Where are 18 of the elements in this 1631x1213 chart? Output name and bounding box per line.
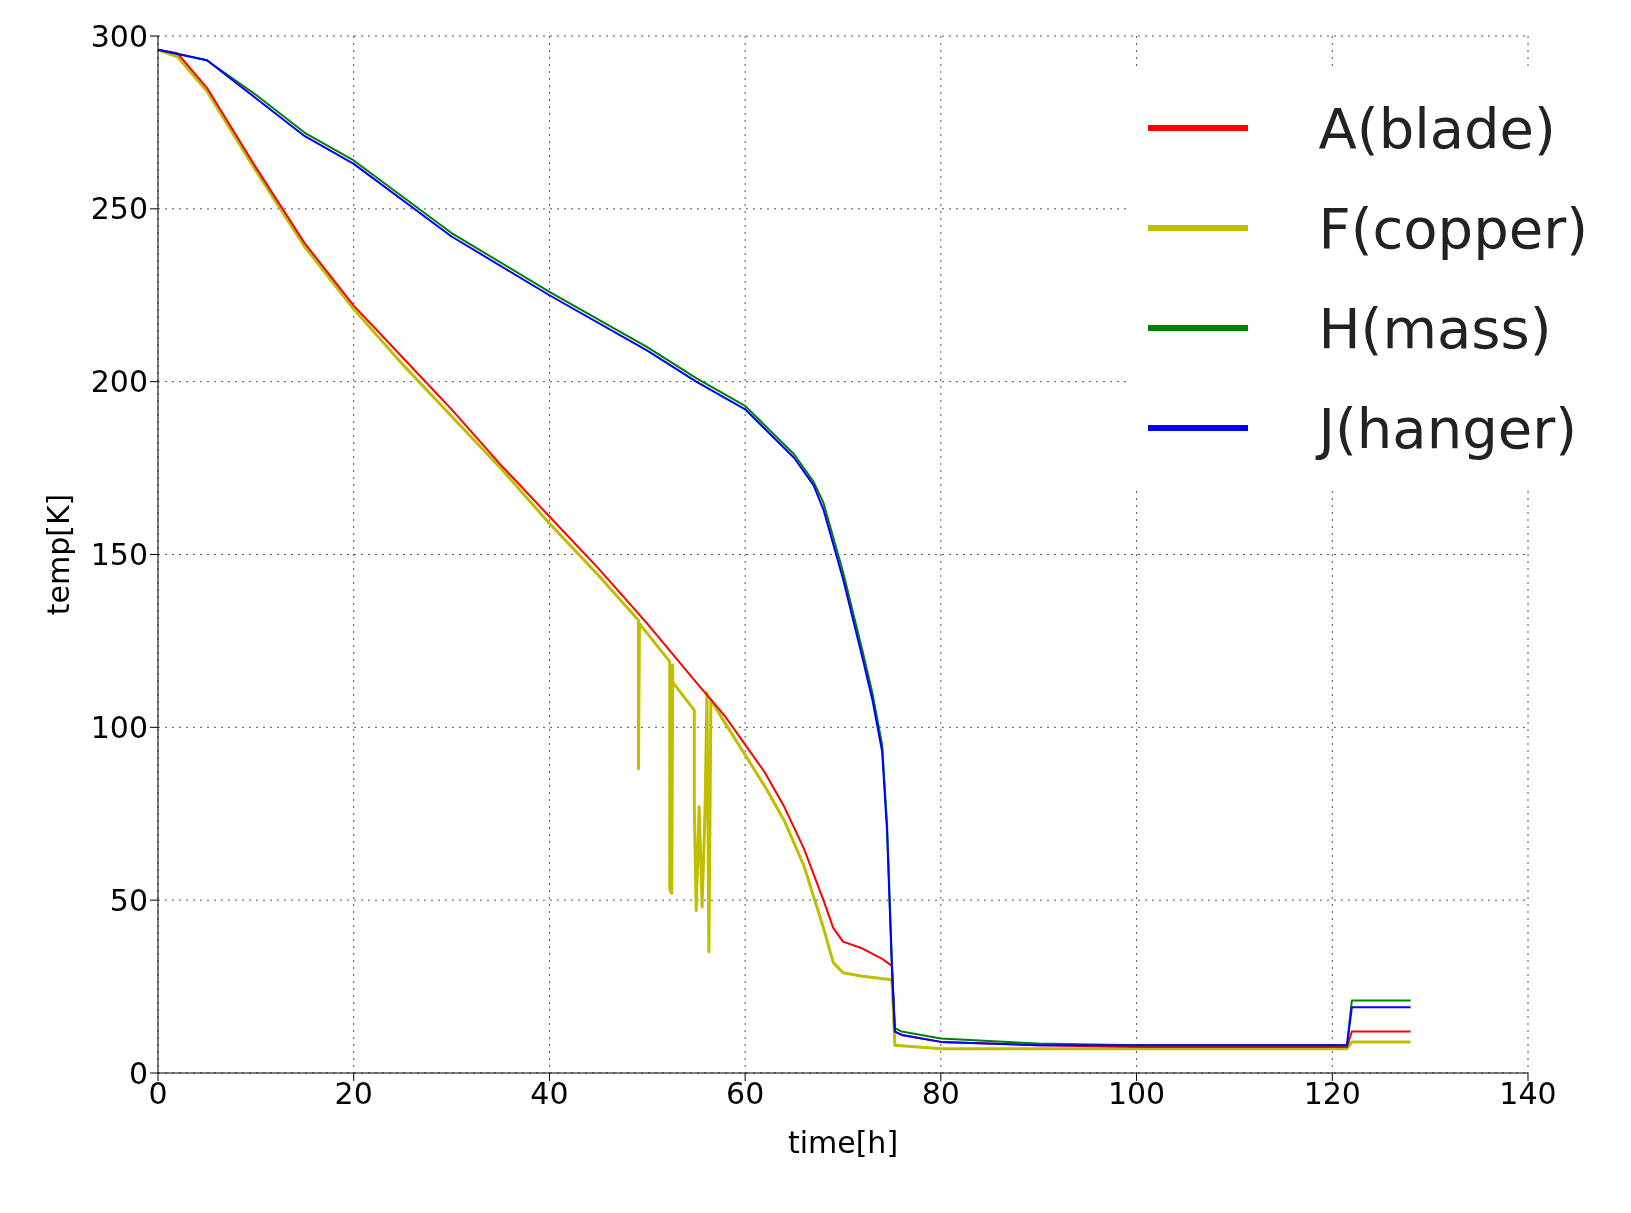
y-axis-title: temp[K] bbox=[40, 493, 76, 616]
x-tick-label: 80 bbox=[921, 1076, 960, 1112]
x-tick-label: 40 bbox=[530, 1076, 569, 1112]
y-tick-label: 150 bbox=[90, 537, 148, 573]
x-axis-title: time[h] bbox=[787, 1125, 899, 1160]
x-tick-label: 140 bbox=[1499, 1076, 1557, 1112]
x-tick-label: 120 bbox=[1303, 1076, 1361, 1112]
y-tick-label: 50 bbox=[109, 882, 148, 918]
y-tick-label: 250 bbox=[90, 191, 148, 227]
legend-label: H(mass) bbox=[1318, 295, 1552, 361]
y-tick-label: 100 bbox=[90, 709, 148, 745]
legend-label: F(copper) bbox=[1318, 195, 1588, 261]
y-tick-label: 200 bbox=[90, 364, 148, 400]
x-tick-label: 100 bbox=[1107, 1076, 1166, 1112]
x-tick-label: 60 bbox=[726, 1076, 765, 1112]
y-tick-label: 300 bbox=[90, 18, 148, 54]
x-tick-label: 20 bbox=[334, 1076, 373, 1112]
legend-label: A(blade) bbox=[1318, 95, 1556, 161]
